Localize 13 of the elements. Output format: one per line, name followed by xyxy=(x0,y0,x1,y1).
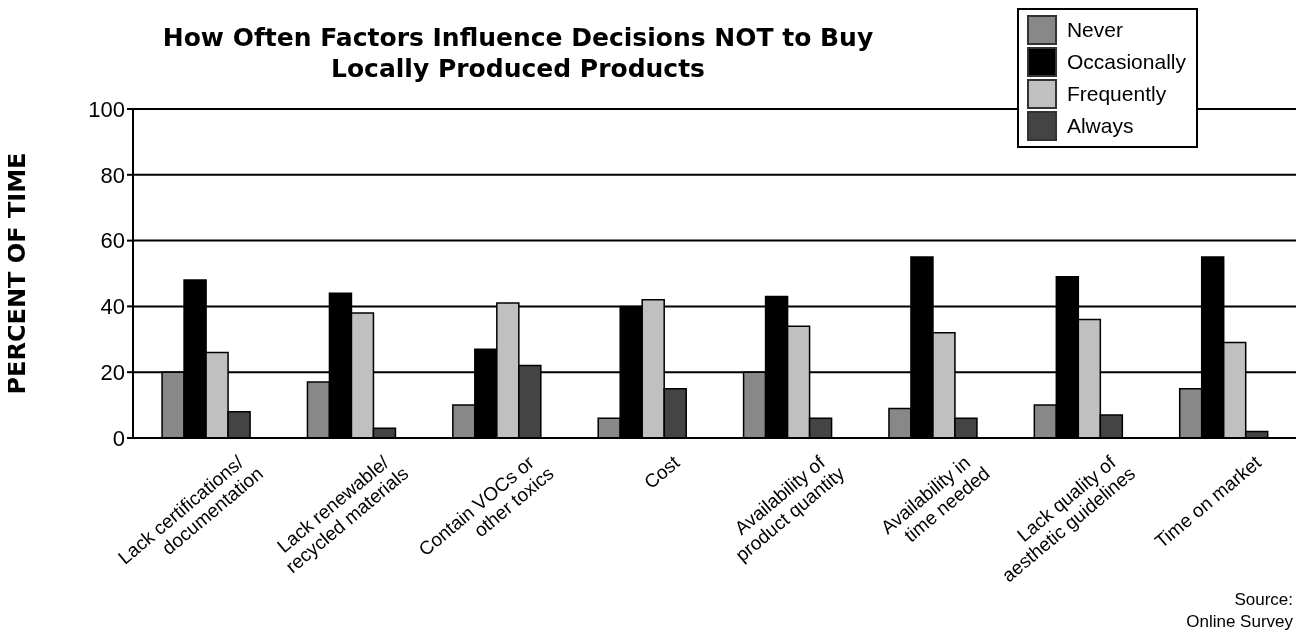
y-tick-label: 80 xyxy=(100,162,125,188)
y-tick-label: 60 xyxy=(100,228,125,254)
legend-label: Always xyxy=(1066,114,1134,138)
y-tick-label: 100 xyxy=(88,96,125,122)
y-tick-label: 40 xyxy=(100,294,125,320)
legend-label: Never xyxy=(1066,18,1123,42)
y-tick-label: 20 xyxy=(100,360,125,386)
legend-label: Occasionally xyxy=(1066,50,1186,74)
y-tick-label: 0 xyxy=(112,425,125,451)
source-note: Source: Online Survey xyxy=(1186,589,1293,633)
legend-label: Frequently xyxy=(1066,82,1167,106)
x-tick-label: Cost xyxy=(639,451,684,493)
chart-title: How Often Factors Influence Decisions NOT to Buy Locally Produced Products xyxy=(161,22,875,84)
